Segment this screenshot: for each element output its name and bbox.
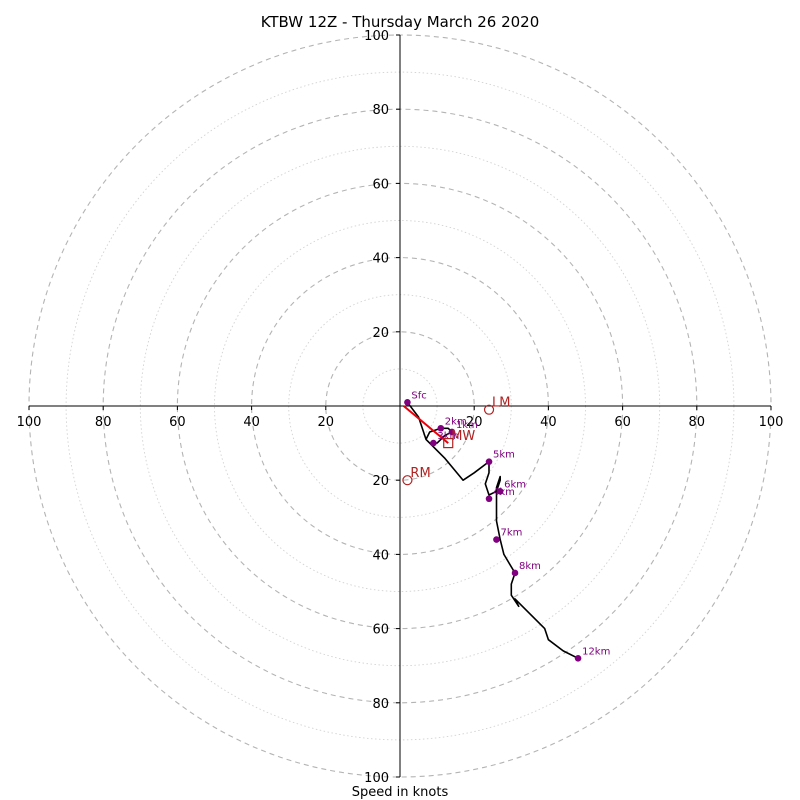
height-marker-label: 3km: [437, 431, 459, 442]
height-marker-dot: [430, 439, 437, 447]
height-marker-dot: [404, 398, 411, 406]
x-tick-label: 20: [318, 415, 335, 430]
wind-trace: [406, 401, 579, 660]
height-marker-dot: [448, 428, 456, 436]
height-marker-dot: [496, 488, 504, 495]
height-marker-label: Sfc: [411, 390, 426, 401]
y-tick-label: 80: [372, 103, 389, 118]
height-marker-dot: [574, 654, 582, 662]
chart-title: KTBW 12Z - Thursday March 26 2020: [261, 13, 540, 31]
y-tick-label: 100: [364, 771, 389, 786]
height-marker-label: 8km: [519, 561, 541, 572]
x-tick-label: 20: [466, 415, 483, 430]
y-tick-label: 40: [372, 548, 389, 563]
height-marker-dot: [493, 536, 500, 543]
height-marker-dot: [485, 495, 493, 503]
height-marker-dot: [485, 458, 493, 465]
storm-motion-marker: [402, 475, 413, 486]
storm-motions: LM RM MW: [402, 396, 511, 486]
storm-motion-label: RM: [410, 466, 430, 481]
shear-vector: [403, 405, 449, 444]
x-tick-label: 80: [95, 415, 112, 430]
height-marker-label: 1km: [456, 420, 478, 431]
y-tick-label: 80: [372, 697, 389, 712]
storm-motion-marker: [443, 438, 454, 449]
axes: [29, 35, 771, 777]
y-tick-label: 60: [372, 623, 389, 638]
axis-ticks: 100 80 60 40 20 20 40 60 80 100 100 80 60 40 20 20 40 60 8…: [17, 29, 784, 786]
x-axis-label: Speed in knots: [352, 785, 449, 800]
y-tick-label: 100: [364, 29, 389, 44]
height-marker-dot: [511, 569, 519, 577]
x-tick-label: 40: [540, 415, 557, 430]
x-tick-label: 40: [243, 415, 260, 430]
height-marker-label: 6km: [504, 479, 526, 490]
x-tick-label: 100: [759, 415, 784, 430]
height-marker-label: 12km: [582, 646, 610, 657]
wind-trace-line: [406, 401, 579, 660]
height-marker-label: 4km: [493, 487, 515, 498]
storm-motion-label: MW: [451, 429, 475, 444]
storm-motion-marker: [483, 404, 495, 415]
x-tick-label: 80: [689, 415, 706, 430]
y-tick-label: 20: [372, 474, 389, 489]
shear-vector-line: [403, 405, 449, 444]
y-tick-label: 60: [372, 177, 389, 192]
y-tick-label: 20: [372, 326, 389, 341]
x-tick-label: 100: [17, 415, 42, 430]
x-tick-label: 60: [614, 415, 631, 430]
height-marker-dot: [437, 424, 445, 432]
height-marker-label: 5km: [493, 450, 515, 461]
y-tick-label: 40: [372, 252, 389, 267]
storm-motion-label: LM: [492, 396, 510, 411]
height-marker-label: 2km: [445, 416, 467, 427]
x-tick-label: 60: [169, 415, 186, 430]
height-marker-label: 7km: [500, 528, 522, 539]
